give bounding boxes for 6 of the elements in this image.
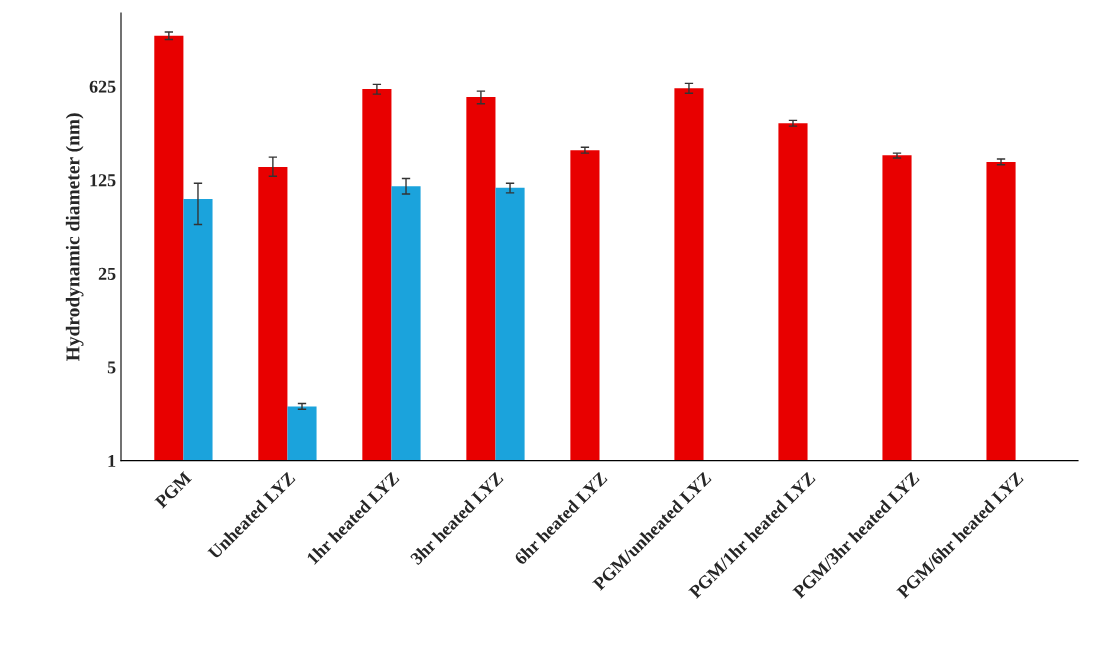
y-tick-label: 125 xyxy=(90,174,116,187)
y-axis-title: Hydrodynamic diameter (nm) xyxy=(65,113,84,361)
y-tick-label: 625 xyxy=(89,80,116,93)
y-tick-label: 5 xyxy=(107,361,116,374)
y-tick-label: 25 xyxy=(98,267,116,280)
y-tick-label: 1 xyxy=(108,454,116,467)
